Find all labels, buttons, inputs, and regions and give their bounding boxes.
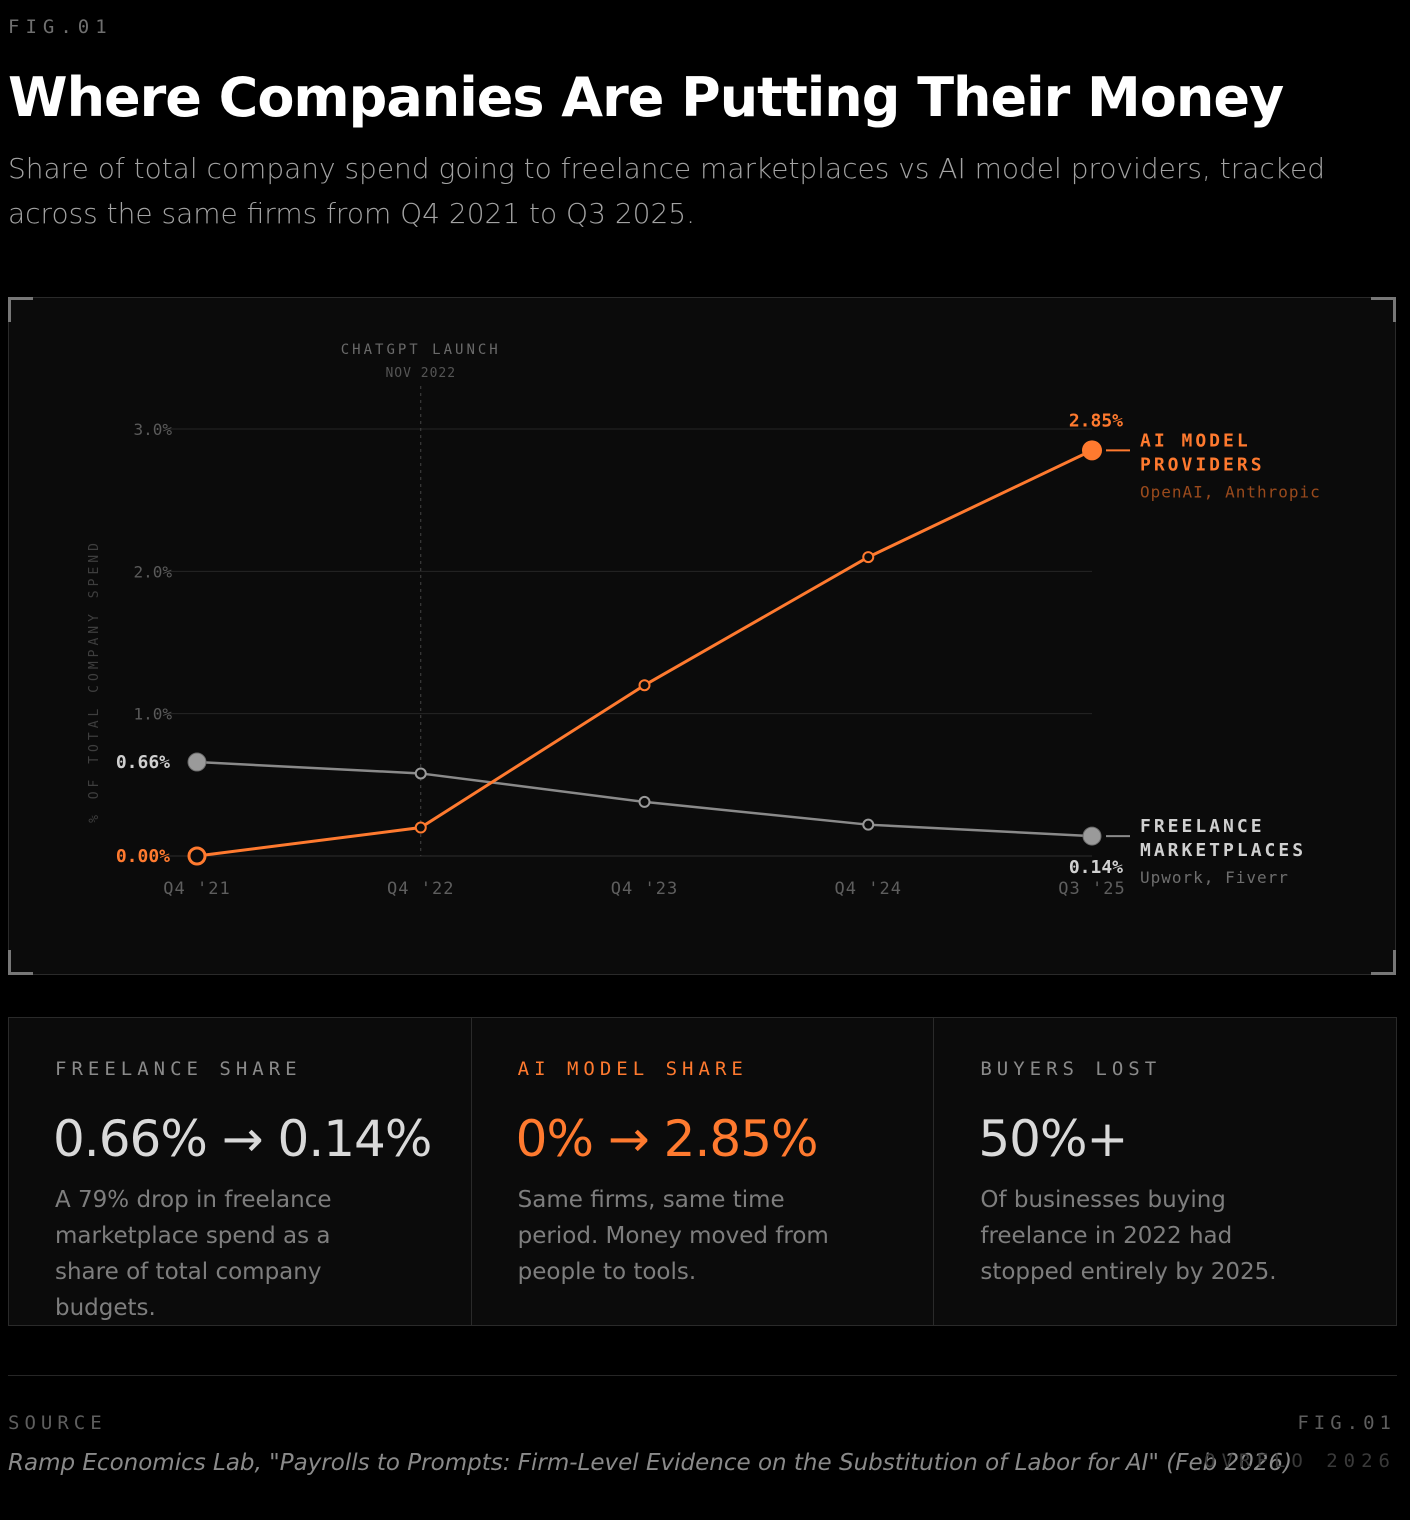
stats-row: FREELANCE SHARE 0.66% → 0.14% A 79% drop… (8, 1017, 1397, 1326)
y-tick-label: 1.0% (133, 705, 172, 724)
stat-value: 50%+ (978, 1110, 1128, 1168)
x-tick-label: Q4 '21 (163, 879, 230, 899)
stat-description: A 79% drop in freelance marketplace spen… (55, 1187, 332, 1321)
x-tick-label: Q4 '24 (835, 879, 902, 899)
line-chart: 1.0% 2.0% 3.0% % OF TOTAL COMPANY SPEND CHAT… (87, 342, 1321, 899)
footer-figure-label: FIG.01 (1297, 1412, 1396, 1434)
series-label: MARKETPLACES (1140, 840, 1306, 861)
data-point (1082, 826, 1102, 846)
stat-value: 0.66% → 0.14% (53, 1110, 432, 1168)
stat-card-ai-model-share: AI MODEL SHARE 0% → 2.85% Same firms, sa… (472, 1018, 935, 1325)
brand-mark: OVRFLO 2026 (1204, 1450, 1396, 1472)
corner-bracket-top-right (1371, 297, 1396, 322)
series-label: FREELANCE (1140, 816, 1265, 837)
series-line-ai-model-providers (196, 448, 1093, 858)
data-point (862, 551, 875, 564)
data-point (414, 821, 427, 834)
chart-panel: 1.0% 2.0% 3.0% % OF TOTAL COMPANY SPEND CHAT… (8, 297, 1396, 975)
stat-value: 0% → 2.85% (515, 1110, 819, 1168)
y-tick-label: 3.0% (133, 420, 172, 439)
data-point (187, 846, 207, 866)
stat-label: FREELANCE SHARE (55, 1058, 302, 1080)
y-tick-label: 2.0% (133, 562, 172, 581)
series-sublabel: Upwork, Fiverr (1140, 868, 1289, 887)
x-tick-label: Q3 '25 (1058, 879, 1125, 899)
page-subtitle: Share of total company spend going to fr… (8, 152, 1326, 230)
annotation-title: CHATGPT LAUNCH (341, 342, 501, 358)
data-point (414, 767, 427, 780)
figure-label: FIG.01 (8, 16, 113, 38)
footer-divider (8, 1375, 1397, 1376)
source-citation: Ramp Economics Lab, "Payrolls to Prompts… (8, 1450, 1293, 1476)
x-tick-label: Q4 '23 (611, 879, 678, 899)
data-point (862, 818, 875, 831)
stat-label: AI MODEL SHARE (517, 1058, 748, 1080)
series-end-value: 2.85% (1069, 410, 1123, 431)
stat-description: Of businesses buying freelance in 2022 h… (980, 1187, 1277, 1285)
stat-card-freelance-share: FREELANCE SHARE 0.66% → 0.14% A 79% drop… (9, 1018, 472, 1325)
series-label: PROVIDERS (1140, 454, 1265, 475)
series-label: AI MODEL (1140, 430, 1251, 451)
stat-label: BUYERS LOST (980, 1058, 1162, 1080)
series-start-value: 0.66% (116, 752, 170, 773)
series-end-value: 0.14% (1069, 857, 1123, 878)
x-tick-label: Q4 '22 (387, 879, 454, 899)
data-point (187, 752, 207, 772)
data-point (638, 795, 651, 808)
data-point (638, 679, 651, 692)
series-start-value: 0.00% (116, 846, 170, 867)
corner-bracket-bottom-left (8, 950, 33, 975)
series-sublabel: OpenAI, Anthropic (1140, 482, 1321, 501)
stat-description: Same firms, same time period. Money move… (517, 1187, 829, 1285)
page-title: Where Companies Are Putting Their Money (8, 66, 1284, 129)
annotation-subtitle: NOV 2022 (385, 366, 456, 381)
corner-bracket-bottom-right (1371, 950, 1396, 975)
data-point (1082, 440, 1102, 461)
source-label: SOURCE (8, 1412, 107, 1434)
y-axis-label: % OF TOTAL COMPANY SPEND (87, 539, 102, 823)
stat-card-buyers-lost: BUYERS LOST 50%+ Of businesses buying fr… (934, 1018, 1396, 1325)
corner-bracket-top-left (8, 297, 33, 322)
